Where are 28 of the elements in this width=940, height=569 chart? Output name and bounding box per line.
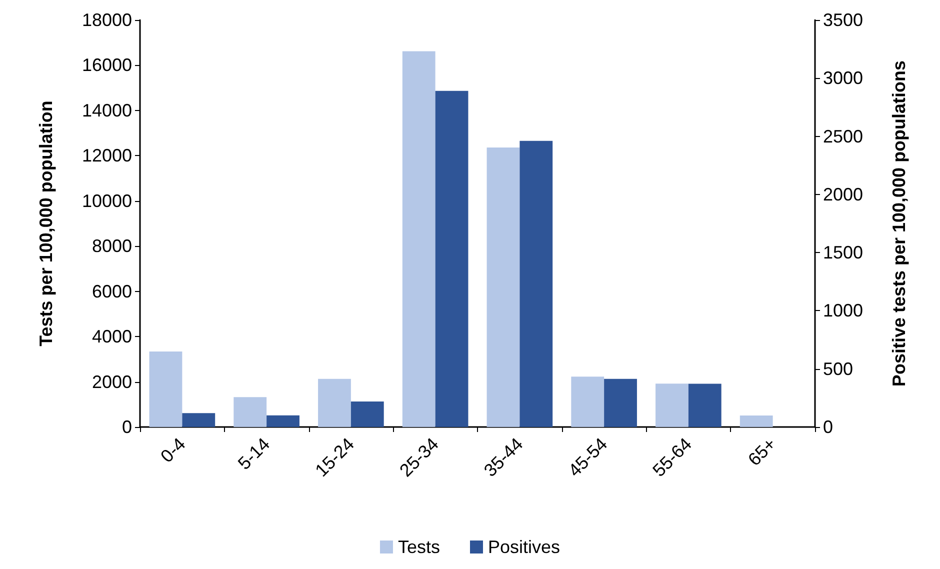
x-tick-label: 0-4 bbox=[156, 434, 190, 466]
y2-tick-label: 3000 bbox=[823, 68, 864, 88]
y-tick-label: 8000 bbox=[92, 236, 132, 256]
y-tick-label: 10000 bbox=[82, 190, 132, 211]
y2-tick-label: 1000 bbox=[823, 300, 864, 321]
y2-tick-label: 2500 bbox=[823, 126, 864, 146]
bar bbox=[740, 415, 773, 427]
y-tick-label: 6000 bbox=[92, 281, 132, 302]
legend-label: Tests bbox=[398, 537, 440, 557]
x-tick-label: 65+ bbox=[744, 434, 780, 470]
legend-label: Positives bbox=[488, 537, 560, 557]
y-tick-label: 0 bbox=[122, 417, 132, 437]
y2-tick-label: 0 bbox=[823, 417, 834, 437]
y-tick-label: 4000 bbox=[92, 326, 132, 347]
y-tick-label: 12000 bbox=[82, 146, 132, 166]
y-tick-label: 14000 bbox=[82, 100, 132, 120]
y2-axis-title: Positive tests per 100,000 populations bbox=[889, 60, 909, 387]
y-tick-label: 2000 bbox=[92, 372, 132, 392]
y2-tick-label: 3500 bbox=[823, 10, 864, 30]
bar bbox=[149, 351, 182, 427]
y-tick-label: 16000 bbox=[82, 55, 132, 76]
y2-tick-label: 1500 bbox=[823, 242, 864, 263]
y2-tick-label: 2000 bbox=[823, 184, 864, 204]
bar bbox=[182, 413, 216, 427]
y2-tick-label: 500 bbox=[823, 358, 854, 379]
y-axis-title: Tests per 100,000 population bbox=[36, 100, 56, 346]
y-tick-label: 18000 bbox=[82, 10, 132, 30]
bar bbox=[234, 397, 267, 427]
